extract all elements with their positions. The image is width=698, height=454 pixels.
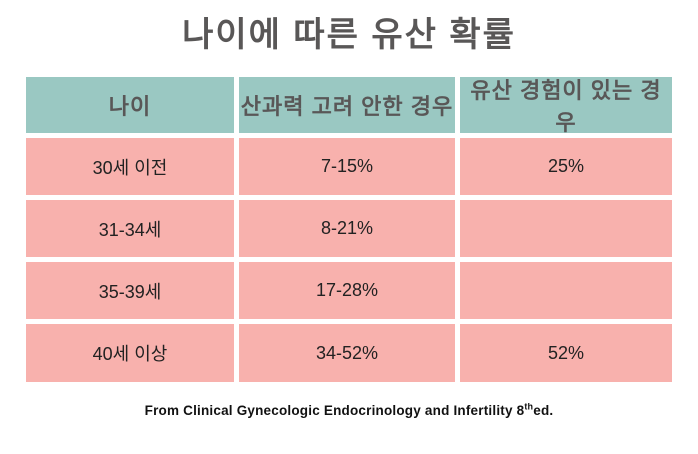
table-row-1-no-history-value: 8-21% <box>239 200 455 258</box>
table-row-3-age: 40세 이상 <box>26 324 234 383</box>
table-row-2-age: 35-39세 <box>26 262 234 320</box>
table-row-2-with-history-value <box>460 262 672 320</box>
miscarriage-probability-table: 나이 산과력 고려 안한 경우 유산 경험이 있는 경우 30세 이전 7-15… <box>26 77 672 383</box>
table-row-1-with-history-value <box>460 200 672 258</box>
table-row-3-no-history-value: 34-52% <box>239 324 455 383</box>
header-cell-prior-miscarriage: 유산 경험이 있는 경우 <box>460 77 672 135</box>
table-row-0-age: 30세 이전 <box>26 138 234 196</box>
table-row-0-no-history-value: 7-15% <box>239 138 455 196</box>
source-citation-prefix: From Clinical Gynecologic Endocrinology … <box>144 403 525 419</box>
table-row-2-no-history-value: 17-28% <box>239 262 455 320</box>
page-title: 나이에 따른 유산 확률 <box>182 16 516 54</box>
source-citation-suffix: ed. <box>533 403 554 419</box>
header-cell-age: 나이 <box>26 77 234 134</box>
table-row-1-age: 31-34세 <box>26 200 234 258</box>
source-citation: From Clinical Gynecologic Endocrinology … <box>0 401 698 419</box>
header-cell-no-obstetric-history: 산과력 고려 안한 경우 <box>239 77 455 134</box>
source-citation-ordinal-superscript: th <box>524 401 534 412</box>
table-row-3-with-history-value: 52% <box>460 324 672 383</box>
table-row-0-with-history-value: 25% <box>460 138 672 196</box>
